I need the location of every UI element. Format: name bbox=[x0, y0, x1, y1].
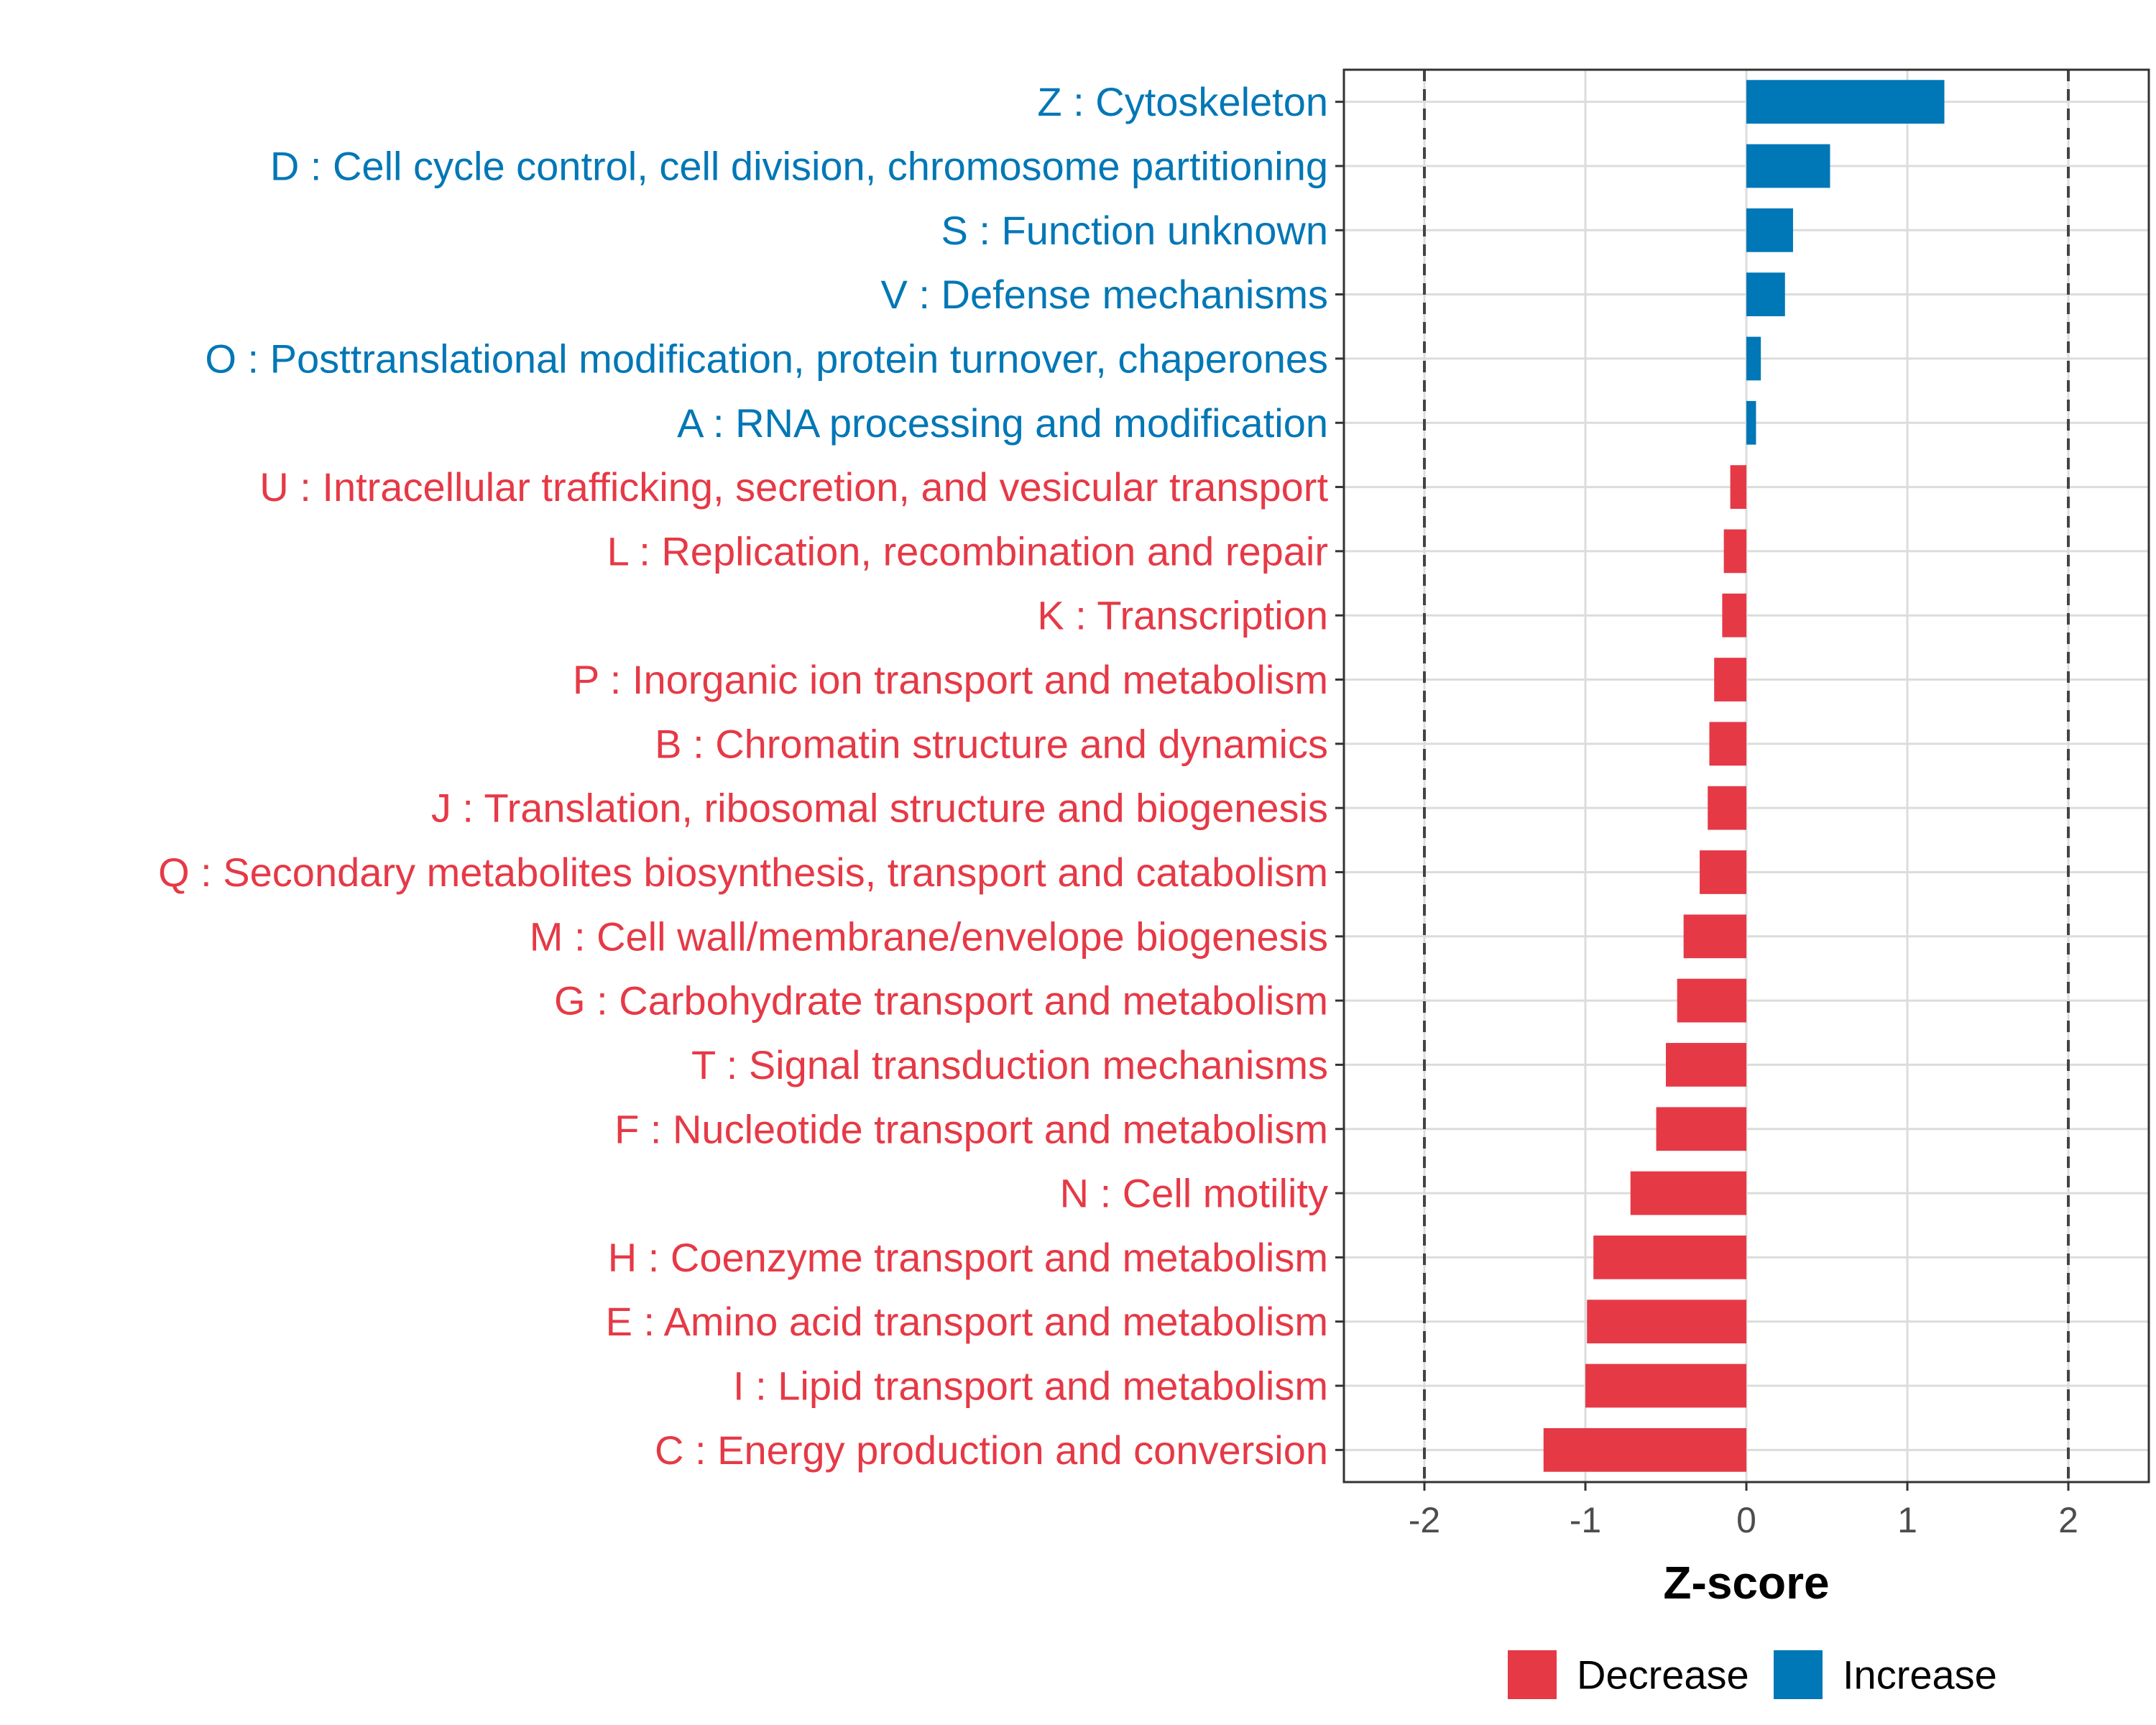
category-label: U : Intracellular trafficking, secretion… bbox=[259, 464, 1328, 510]
x-tick-label: -1 bbox=[1570, 1500, 1601, 1540]
category-label: A : RNA processing and modification bbox=[677, 400, 1328, 446]
reference-lines bbox=[1423, 70, 2070, 1482]
category-label: S : Function unknown bbox=[941, 208, 1328, 253]
category-label: I : Lipid transport and metabolism bbox=[733, 1363, 1328, 1409]
category-label: N : Cell motility bbox=[1060, 1171, 1328, 1216]
category-labels: Z : Cytoskeleton D : Cell cycle control, … bbox=[158, 79, 1344, 1473]
bar-decrease bbox=[1666, 1043, 1746, 1087]
category-label: G : Carbohydrate transport and metabolis… bbox=[554, 978, 1328, 1024]
category-label: Z : Cytoskeleton bbox=[1037, 79, 1328, 124]
category-label: T : Signal transduction mechanisms bbox=[691, 1042, 1328, 1087]
x-axis-title: Z-score bbox=[1663, 1557, 1829, 1609]
bar-decrease bbox=[1585, 1363, 1746, 1408]
legend-label-increase: Increase bbox=[1843, 1652, 1997, 1698]
legend: Decrease Increase bbox=[1508, 1650, 1997, 1699]
bar-increase bbox=[1746, 80, 1945, 124]
x-tick-label: 1 bbox=[1897, 1500, 1917, 1540]
category-label: D : Cell cycle control, cell division, c… bbox=[270, 143, 1328, 188]
bar-decrease bbox=[1714, 658, 1746, 702]
bar-increase bbox=[1746, 400, 1756, 445]
category-label: C : Energy production and conversion bbox=[655, 1427, 1328, 1473]
bar-decrease bbox=[1656, 1107, 1746, 1151]
category-label: B : Chromatin structure and dynamics bbox=[655, 721, 1328, 766]
category-label: O : Posttranslational modification, prot… bbox=[205, 336, 1328, 381]
category-label: K : Transcription bbox=[1037, 593, 1328, 638]
category-label: M : Cell wall/membrane/envelope biogenes… bbox=[530, 914, 1328, 959]
category-label: F : Nucleotide transport and metabolism bbox=[614, 1106, 1328, 1151]
bars bbox=[1543, 80, 1945, 1472]
category-label: V : Defense mechanisms bbox=[881, 272, 1328, 317]
category-label: L : Replication, recombination and repai… bbox=[607, 528, 1328, 574]
category-label: P : Inorganic ion transport and metaboli… bbox=[573, 657, 1328, 702]
category-label: Q : Secondary metabolites biosynthesis, … bbox=[158, 850, 1328, 895]
category-label: E : Amino acid transport and metabolism bbox=[606, 1299, 1328, 1344]
category-label: J : Translation, ribosomal structure and… bbox=[431, 786, 1328, 831]
bar-decrease bbox=[1677, 978, 1746, 1023]
bar-increase bbox=[1746, 336, 1761, 381]
bar-decrease bbox=[1708, 786, 1746, 830]
bar-increase bbox=[1746, 272, 1785, 316]
x-axis-ticks: -2 -1 0 1 2 bbox=[1409, 1482, 2078, 1540]
bar-decrease bbox=[1630, 1171, 1746, 1215]
legend-key-increase bbox=[1774, 1650, 1823, 1699]
category-label: H : Coenzyme transport and metabolism bbox=[608, 1235, 1328, 1280]
bar-decrease bbox=[1722, 593, 1746, 638]
bar-decrease bbox=[1723, 529, 1746, 574]
bar-decrease bbox=[1730, 465, 1746, 509]
x-tick-label: 0 bbox=[1736, 1500, 1756, 1540]
bar-decrease bbox=[1700, 850, 1746, 894]
bar-decrease bbox=[1683, 914, 1746, 959]
bar-decrease bbox=[1593, 1236, 1746, 1279]
bar-increase bbox=[1746, 208, 1793, 252]
bar-decrease bbox=[1709, 722, 1746, 766]
legend-label-decrease: Decrease bbox=[1577, 1652, 1749, 1698]
bar-decrease bbox=[1587, 1300, 1746, 1344]
x-tick-label: -2 bbox=[1409, 1500, 1440, 1540]
legend-key-decrease bbox=[1508, 1650, 1557, 1699]
x-tick-label: 2 bbox=[2058, 1500, 2078, 1540]
bar-increase bbox=[1746, 144, 1830, 188]
bar-decrease bbox=[1543, 1427, 1746, 1472]
